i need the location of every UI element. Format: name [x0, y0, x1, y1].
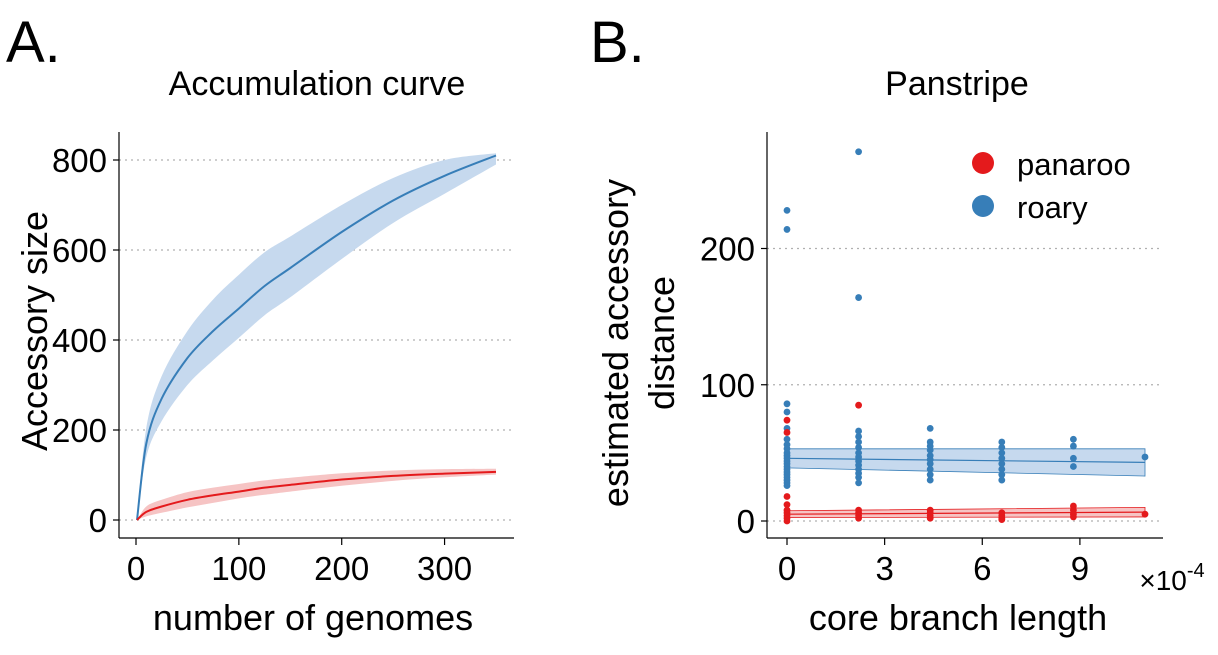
panel-b-grid [767, 247, 1163, 522]
panaroo-point [1070, 513, 1077, 521]
roary-point [1070, 454, 1077, 462]
roary-point [998, 454, 1006, 462]
panel-a-x-label: number of genomes [153, 597, 473, 638]
panel-b-y-tick-label: 200 [700, 231, 755, 268]
roary-point [855, 427, 862, 435]
panel-b: B. Panstripe 0 100 200 0 3 6 9 ×10-4 core bra… [590, 10, 1205, 638]
panel-b-letter: B. [590, 10, 645, 75]
roary-point [783, 400, 791, 408]
panel-b-x-tick-label: 3 [875, 550, 893, 587]
roary-point [1070, 442, 1077, 450]
panel-a-title: Accumulation curve [169, 65, 466, 103]
roary-point [926, 476, 934, 484]
legend-roary-swatch [972, 195, 994, 217]
panaroo-point [855, 401, 862, 409]
panaroo-point [783, 501, 791, 509]
roary-point [783, 435, 791, 443]
roary-point [855, 294, 862, 301]
panel-a-x-tick-label: 100 [211, 550, 266, 587]
panel-a-y-ticks: 0 200 400 600 800 [52, 142, 119, 539]
panel-a-y-tick-label: 600 [52, 232, 107, 269]
panaroo-point [783, 493, 791, 500]
roary-point [783, 408, 791, 416]
panel-b-x-ticks: 0 3 6 9 [778, 538, 1089, 587]
panaroo-fit-line [786, 511, 1146, 515]
panel-b-x-multiplier-exp: -4 [1187, 560, 1205, 582]
panel-a-y-tick-label: 800 [52, 142, 107, 179]
panel-b-y-label-line1: estimated accessory [595, 179, 636, 507]
roary-point [855, 479, 862, 487]
panel-b-bands [786, 448, 1146, 518]
roary-point [926, 446, 934, 454]
roary-confidence-band [137, 153, 496, 521]
roary-point [855, 438, 862, 446]
roary-point [855, 148, 862, 156]
panel-a-bands [137, 153, 496, 521]
panaroo-point [783, 416, 791, 424]
roary-accumulation-line [136, 154, 497, 521]
panel-a-y-tick-label: 200 [52, 412, 107, 449]
roary-point [926, 471, 934, 479]
panel-a-letter: A. [6, 10, 61, 75]
roary-point [998, 476, 1006, 484]
panel-b-y-tick-label: 0 [737, 503, 755, 540]
legend-panaroo-label: panaroo [1017, 147, 1131, 182]
roary-point [998, 471, 1006, 479]
panel-a: A. Accumulation curve 0 200 400 600 800 0 100… [6, 10, 514, 638]
panaroo-point [1141, 510, 1149, 518]
roary-point [783, 206, 791, 214]
panel-b-x-tick-label: 9 [1071, 550, 1089, 587]
roary-fit-line [786, 457, 1146, 464]
roary-point [1070, 463, 1077, 470]
panaroo-confidence-band [137, 468, 496, 520]
roary-point [998, 438, 1006, 446]
panaroo-accumulation-line [136, 470, 497, 521]
panel-a-y-tick-label: 400 [52, 322, 107, 359]
panel-a-y-label: Accessory size [14, 211, 55, 451]
panaroo-point [998, 516, 1006, 524]
panel-a-x-tick-label: 200 [314, 550, 369, 587]
panel-a-x-ticks: 0 100 200 300 [127, 538, 472, 587]
legend: panaroo roary [972, 147, 1131, 225]
panel-b-y-tick-label: 100 [700, 367, 755, 404]
roary-point [998, 449, 1006, 457]
legend-panaroo-swatch [972, 152, 994, 174]
panaroo-point [783, 429, 791, 436]
panel-a-x-tick-label: 0 [127, 550, 145, 587]
roary-point [783, 226, 791, 233]
roary-fit-band [786, 448, 1146, 477]
panel-b-x-tick-label: 0 [778, 550, 796, 587]
panaroo-point [783, 517, 791, 525]
roary-point [855, 433, 862, 440]
roary-point [783, 482, 791, 489]
roary-point [998, 444, 1006, 451]
panel-a-grid [119, 159, 514, 521]
panaroo-point [926, 514, 934, 522]
legend-roary-label: roary [1017, 190, 1088, 225]
panel-b-title: Panstripe [885, 65, 1029, 103]
panel-b-x-multiplier: ×10-4 [1139, 560, 1204, 596]
roary-point [926, 465, 934, 473]
panel-a-x-tick-label: 300 [417, 550, 472, 587]
roary-point [1070, 435, 1077, 443]
panel-b-x-multiplier-base: ×10 [1139, 565, 1187, 596]
panel-b-y-label-line2: distance [641, 276, 682, 410]
panel-b-x-tick-label: 6 [973, 550, 991, 587]
roary-point [926, 424, 934, 432]
roary-point [998, 465, 1006, 473]
panel-b-points [783, 148, 1149, 525]
roary-point [998, 460, 1006, 468]
panel-a-y-tick-label: 0 [89, 502, 107, 539]
roary-point [855, 474, 862, 481]
panaroo-point [855, 514, 862, 522]
roary-point [855, 444, 862, 451]
roary-point [926, 460, 934, 468]
panel-a-lines [136, 154, 497, 521]
panel-b-y-ticks: 0 100 200 [700, 231, 767, 540]
roary-point [1141, 453, 1149, 461]
panel-b-x-label: core branch length [809, 597, 1107, 638]
